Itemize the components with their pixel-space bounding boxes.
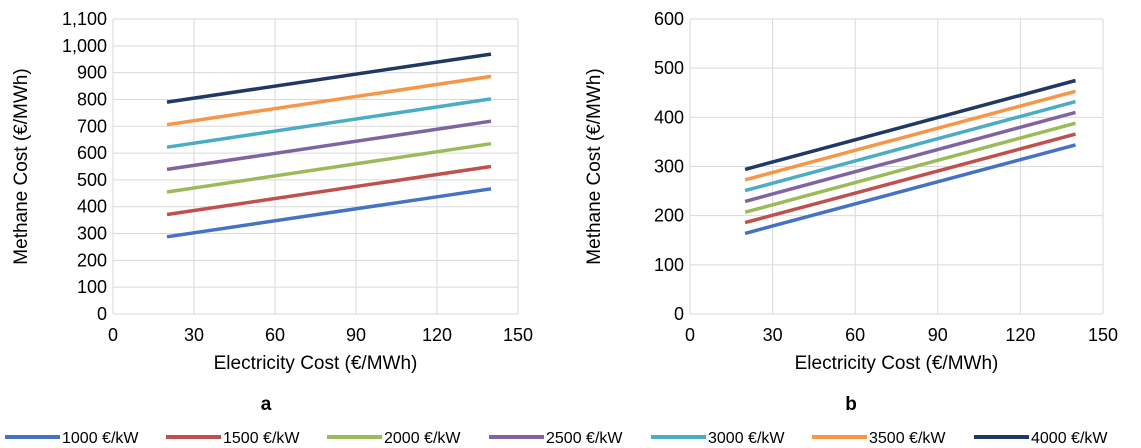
x-tick-label-a: 60 bbox=[265, 325, 285, 345]
y-tick-label-b: 500 bbox=[654, 58, 684, 78]
y-axis-title-b: Methane Cost (€/MWh) bbox=[584, 68, 605, 264]
legend-label: 2500 €/kW bbox=[546, 430, 623, 447]
panel-label-a: a bbox=[261, 394, 272, 415]
y-tick-label-a: 0 bbox=[97, 304, 107, 324]
y-tick-label-a: 800 bbox=[77, 89, 107, 109]
series-line-b-2000 bbox=[744, 121, 1076, 214]
y-tick-label-a: 400 bbox=[77, 197, 107, 217]
series-line-a-1000 bbox=[166, 187, 492, 239]
x-axis-title-a: Electricity Cost (€/MWh) bbox=[214, 353, 418, 374]
x-tick-label-b: 0 bbox=[685, 325, 695, 345]
x-tick-label-b: 60 bbox=[845, 325, 865, 345]
y-tick-label-b: 0 bbox=[674, 304, 684, 324]
series-line-a-4000 bbox=[166, 52, 492, 104]
legend-label: 3000 €/kW bbox=[708, 430, 785, 447]
y-tick-label-b: 200 bbox=[654, 206, 684, 226]
y-tick-label-b: 100 bbox=[654, 255, 684, 275]
y-tick-label-a: 900 bbox=[77, 63, 107, 83]
y-tick-label-b: 300 bbox=[654, 157, 684, 177]
chart-b: 0 30 60 90 120 150 0 100 200 300 400 500 600 Electric… bbox=[584, 9, 1118, 374]
x-axis-title-b: Electricity Cost (€/MWh) bbox=[795, 353, 999, 374]
y-tick-label-a: 200 bbox=[77, 250, 107, 270]
series-line-a-3500 bbox=[166, 74, 492, 127]
series-line-a-2000 bbox=[166, 141, 492, 194]
series-line-b-3500 bbox=[744, 89, 1076, 182]
series-line-b-1000 bbox=[744, 143, 1076, 236]
x-tick-label-a: 120 bbox=[422, 325, 452, 345]
x-tick-label-b: 120 bbox=[1005, 325, 1035, 345]
series-line-b-3000 bbox=[744, 99, 1076, 193]
legend-label: 2000 €/kW bbox=[384, 430, 461, 447]
y-tick-label-a: 500 bbox=[77, 170, 107, 190]
legend-label: 3500 €/kW bbox=[869, 430, 946, 447]
x-tick-label-b: 30 bbox=[763, 325, 783, 345]
x-tick-label-a: 30 bbox=[184, 325, 204, 345]
y-tick-label-a: 300 bbox=[77, 224, 107, 244]
y-tick-label-a: 100 bbox=[77, 277, 107, 297]
legend-label: 1500 €/kW bbox=[223, 430, 300, 447]
chart-a: 0 30 60 90 120 150 0 100 200 300 400 500 600 700 800 90… bbox=[11, 9, 533, 374]
x-tick-label-a: 90 bbox=[346, 325, 366, 345]
legend: 1000 €/kW 1500 €/kW 2000 €/kW 2500 €/kW 3000… bbox=[5, 430, 1108, 447]
y-axis-title-a: Methane Cost (€/MWh) bbox=[11, 68, 32, 264]
y-tick-label-b: 600 bbox=[654, 9, 684, 29]
series-line-b-1500 bbox=[744, 132, 1076, 225]
y-tick-label-a: 1,100 bbox=[62, 9, 107, 29]
x-tick-label-a: 150 bbox=[503, 325, 533, 345]
series-line-b-4000 bbox=[744, 78, 1076, 172]
panel-label-b: b bbox=[845, 394, 857, 415]
legend-label: 4000 €/kW bbox=[1031, 430, 1108, 447]
x-tick-label-a: 0 bbox=[108, 325, 118, 345]
y-tick-label-b: 400 bbox=[654, 107, 684, 127]
y-tick-label-a: 1,000 bbox=[62, 36, 107, 56]
y-tick-label-a: 700 bbox=[77, 116, 107, 136]
legend-label: 1000 €/kW bbox=[62, 430, 139, 447]
series-line-b-2500 bbox=[744, 110, 1076, 204]
series-line-a-1500 bbox=[166, 164, 492, 217]
x-tick-label-b: 150 bbox=[1088, 325, 1118, 345]
series-line-a-2500 bbox=[166, 119, 492, 172]
series-line-a-3000 bbox=[166, 97, 492, 149]
y-tick-label-a: 600 bbox=[77, 143, 107, 163]
x-tick-label-b: 90 bbox=[928, 325, 948, 345]
